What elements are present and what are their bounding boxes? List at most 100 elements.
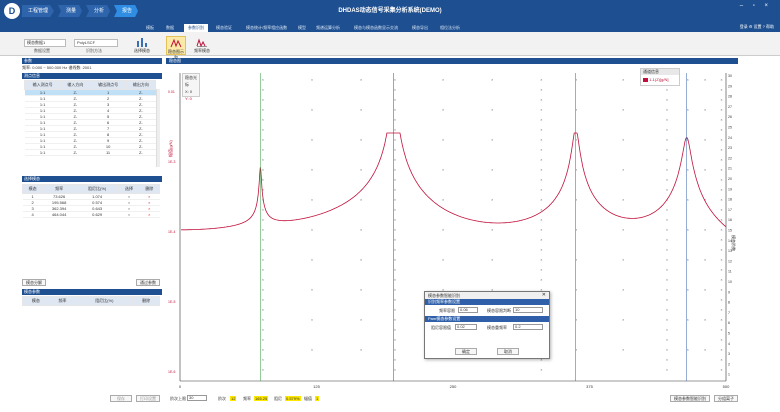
menu-spectrum[interactable]: 频谱运算分析: [316, 25, 340, 30]
stability-marker: ×: [491, 78, 493, 82]
legend-entry[interactable]: 1-1(Z)[g/N]: [641, 75, 679, 84]
breadcrumb-measure[interactable]: 测量: [58, 5, 83, 17]
bar-chart-icon: [137, 38, 147, 47]
table-row[interactable]: 1:1 Z- 11 Z-: [24, 149, 156, 156]
delete-icon[interactable]: ×: [139, 211, 160, 218]
damping-tolerance-input[interactable]: 0.02: [455, 324, 477, 330]
table-cell: 6: [89, 119, 127, 126]
table-row[interactable]: 1:1 Z- 8 Z-: [24, 131, 156, 138]
delete-icon[interactable]: ×: [118, 205, 140, 212]
save-button[interactable]: 保存: [110, 395, 132, 402]
table-cell: 362.394: [42, 205, 76, 212]
menu-modal-display[interactable]: 模态与模态函数显示交流: [354, 25, 398, 30]
mode-tolerance-input[interactable]: 10: [513, 307, 543, 313]
group-ion-button[interactable]: 分组离子: [714, 395, 738, 402]
status-freq-label: 频率: [243, 396, 251, 401]
select-modal-button[interactable]: 选择模态: [132, 36, 152, 55]
menu-user-actions[interactable]: 登录 ⚙ 设置 ? 帮助: [739, 24, 774, 29]
measure-scrollbar[interactable]: [156, 89, 160, 167]
method-select[interactable]: PolyLSCF: [74, 39, 118, 47]
menu-modal-stats[interactable]: 模态统计/频率相应函数: [246, 25, 288, 30]
delete-icon[interactable]: ×: [139, 193, 160, 200]
menu-modal-export[interactable]: 模态导出: [412, 25, 428, 30]
breadcrumb-project[interactable]: 工程管理: [22, 5, 55, 17]
delete-icon[interactable]: ×: [139, 205, 160, 212]
table-row[interactable]: 1:1 Z- 2 Z-: [24, 95, 156, 102]
table-row[interactable]: 2 195.568 0.574 × ×: [22, 199, 160, 206]
mode-repeat-input[interactable]: 0.2: [513, 324, 543, 330]
window-controls[interactable]: – ▫ ×: [739, 3, 772, 9]
order-limit-input[interactable]: 30: [187, 395, 207, 401]
menu-phase-analysis[interactable]: 相位法分析: [440, 25, 460, 30]
menu-template[interactable]: 模板: [146, 25, 154, 30]
table-cell: 5: [89, 113, 127, 120]
table-row[interactable]: 1:1 Z- 1 Z-: [24, 89, 156, 96]
smart-identify-button[interactable]: 模态参数智能识别: [670, 395, 710, 402]
stability-marker: ×: [394, 368, 396, 372]
status-order-value: 12: [230, 396, 237, 401]
stability-marker: ×: [394, 108, 396, 112]
delete-icon[interactable]: ×: [118, 211, 140, 218]
stability-marker: ×: [687, 228, 689, 232]
y-right-tick-label: 16: [728, 218, 732, 222]
modal-decompose-button[interactable]: 模态分解: [22, 279, 46, 286]
stability-marker: ×: [491, 168, 493, 172]
param-col-mode[interactable]: 模态: [22, 296, 50, 306]
freq-modal-button[interactable]: 频率模态: [192, 36, 212, 55]
delete-icon[interactable]: ×: [118, 199, 140, 206]
dialog-ok-button[interactable]: 确定: [455, 348, 477, 355]
freq-tolerance-input[interactable]: 0.06: [458, 307, 478, 313]
col-input-dir[interactable]: 输入方向: [60, 80, 91, 90]
col-delete[interactable]: 删除: [138, 184, 161, 194]
col-frequency[interactable]: 频率: [42, 184, 76, 194]
col-input-point[interactable]: 输入测点号: [23, 80, 62, 90]
stability-marker: ×: [360, 288, 362, 292]
stability-marker: ×: [311, 288, 313, 292]
stability-sum-button[interactable]: 稳态图示和: [166, 36, 186, 60]
table-row[interactable]: 1:1 Z- 9 Z-: [24, 137, 156, 144]
menu-model[interactable]: 模型: [298, 25, 306, 30]
col-output-point[interactable]: 输出测点号: [89, 80, 127, 90]
print-settings-button[interactable]: 打印设置: [136, 395, 160, 402]
col-mode[interactable]: 模态: [21, 184, 44, 194]
table-row[interactable]: 1:1 Z- 5 Z-: [24, 113, 156, 120]
table-row[interactable]: 4 464.044 0.629 × ×: [22, 211, 160, 218]
param-col-damping[interactable]: 阻尼比(%): [75, 296, 134, 306]
pass-params-button[interactable]: 通过参数: [136, 279, 160, 286]
stability-marker: ×: [666, 348, 668, 352]
col-select[interactable]: 选择: [118, 184, 140, 194]
dialog-cancel-button[interactable]: 取消: [497, 348, 519, 355]
stability-marker: ×: [442, 138, 444, 142]
stability-marker: ×: [540, 138, 542, 142]
table-row[interactable]: 3 362.394 0.643 × ×: [22, 205, 160, 212]
param-col-frequency[interactable]: 频率: [48, 296, 77, 306]
delete-icon[interactable]: ×: [118, 193, 140, 200]
close-icon[interactable]: ✕: [541, 292, 546, 298]
stability-chart-icon: [170, 38, 182, 48]
table-cell: 2: [89, 95, 127, 102]
menu-data[interactable]: 数据: [166, 25, 174, 30]
breadcrumb-analysis[interactable]: 分析: [86, 5, 111, 17]
menu-param-identify[interactable]: 参数识别: [184, 24, 208, 32]
stability-marker: ×: [540, 158, 542, 162]
table-cell: 1:1: [24, 101, 61, 108]
data-select[interactable]: 模态数据1: [24, 39, 66, 47]
stability-marker: ×: [360, 138, 362, 142]
table-row[interactable]: 1:1 Z- 7 Z-: [24, 125, 156, 132]
col-damping[interactable]: 阻尼比(%): [74, 184, 120, 194]
menu-modal-verify[interactable]: 模态验证: [216, 25, 232, 30]
table-cell: 4: [22, 211, 43, 218]
delete-icon[interactable]: ×: [139, 199, 160, 206]
stability-marker: ×: [491, 228, 493, 232]
table-row[interactable]: 1:1 Z- 4 Z-: [24, 107, 156, 114]
status-order-label: 阶次: [218, 396, 226, 401]
breadcrumb-report[interactable]: 报告: [114, 5, 139, 17]
table-row[interactable]: 1 73.626 1.074 × ×: [22, 193, 160, 200]
table-row[interactable]: 1:1 Z- 10 Z-: [24, 143, 156, 150]
table-row[interactable]: 1:1 Z- 6 Z-: [24, 119, 156, 126]
col-output-dir[interactable]: 输出方向: [125, 80, 157, 90]
stability-marker: ×: [394, 148, 396, 152]
table-cell: Z-: [60, 101, 90, 108]
param-col-delete[interactable]: 删除: [132, 296, 160, 306]
table-row[interactable]: 1:1 Z- 3 Z-: [24, 101, 156, 108]
